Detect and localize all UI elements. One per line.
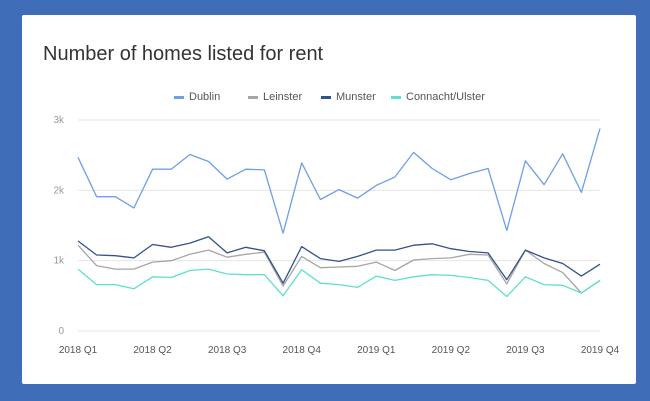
- line-chart: 0 1k 2k 3k 2018 Q1 2018 Q2 2018 Q3 2018 Q4 2019…: [53, 91, 620, 356]
- x-tick-label: 2018 Q1: [59, 345, 98, 356]
- legend-label: Connacht/Ulster: [406, 91, 485, 103]
- x-tick-label: 2018 Q2: [133, 345, 172, 356]
- series-line-munster: [77, 236, 601, 284]
- legend-label: Leinster: [263, 91, 302, 103]
- x-tick-label: 2018 Q3: [208, 345, 247, 356]
- x-tick-label: 2019 Q1: [357, 345, 396, 356]
- legend-swatch: [391, 96, 401, 99]
- x-tick-label: 2019 Q3: [506, 345, 545, 356]
- legend-swatch: [321, 96, 331, 99]
- series-lines: [77, 128, 601, 298]
- series-line-leinster: [77, 244, 601, 294]
- y-tick-label: 2k: [53, 185, 65, 196]
- x-tick-label: 2018 Q4: [283, 345, 322, 356]
- y-axis-ticks: 0 1k 2k 3k: [53, 115, 65, 337]
- y-tick-label: 0: [58, 326, 64, 337]
- legend-swatch: [248, 96, 258, 99]
- series-line-dublin: [77, 128, 601, 234]
- series-line-connacht-ulster: [77, 268, 601, 298]
- x-axis-ticks: 2018 Q1 2018 Q2 2018 Q3 2018 Q4 2019 Q1 2019 …: [59, 345, 620, 356]
- legend: Dublin Leinster Munster Connacht/Ulster: [174, 91, 485, 103]
- gridlines: [78, 119, 600, 332]
- x-tick-label: 2019 Q4: [581, 345, 620, 356]
- y-tick-label: 1k: [53, 256, 65, 267]
- legend-swatch: [174, 96, 184, 99]
- legend-label: Dublin: [189, 91, 220, 103]
- chart-card: Number of homes listed for rent 0 1k 2k 3k …: [22, 15, 636, 384]
- x-tick-label: 2019 Q2: [432, 345, 471, 356]
- y-tick-label: 3k: [53, 115, 65, 126]
- legend-label: Munster: [336, 91, 376, 103]
- chart-title: Number of homes listed for rent: [43, 43, 324, 65]
